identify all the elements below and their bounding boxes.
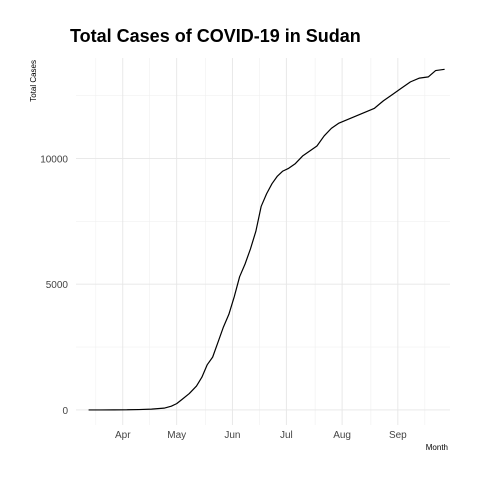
grid xyxy=(76,58,450,425)
series-line xyxy=(88,68,445,411)
x-tick-label: Sep xyxy=(389,430,407,441)
chart-title: Total Cases of COVID-19 in Sudan xyxy=(70,26,361,46)
x-tick-label: Apr xyxy=(115,430,131,441)
x-tick-label: Jun xyxy=(224,430,240,441)
y-tick-label: 0 xyxy=(62,406,68,417)
y-axis-title: Total Cases xyxy=(29,60,38,102)
x-tick-label: May xyxy=(167,430,186,441)
y-tick-label: 5000 xyxy=(46,280,69,291)
x-tick-label: Jul xyxy=(280,430,293,441)
x-axis-title: Month xyxy=(426,443,448,452)
x-tick-label: Aug xyxy=(333,430,351,441)
y-tick-label: 10000 xyxy=(40,155,68,166)
